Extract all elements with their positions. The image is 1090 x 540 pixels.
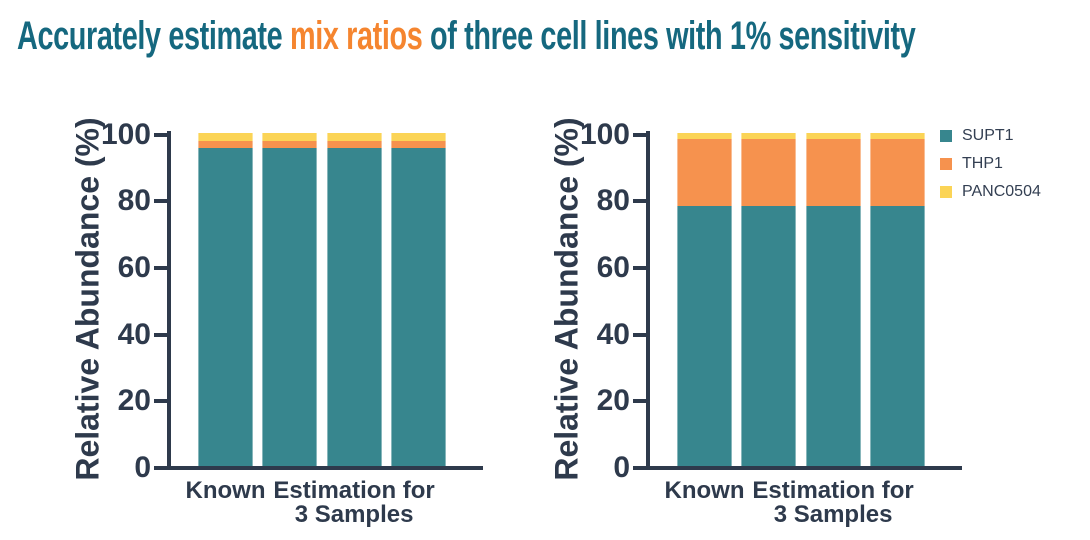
y-tick-label: 0 bbox=[613, 451, 630, 484]
y-tick-label: 100 bbox=[100, 117, 151, 151]
bar-segment-thp1 bbox=[805, 139, 861, 207]
y-tick bbox=[633, 399, 646, 404]
bar-segment-panc0504 bbox=[869, 132, 925, 140]
legend-item: PANC0504 bbox=[940, 184, 1041, 200]
y-tick bbox=[633, 132, 646, 137]
y-axis-line bbox=[646, 131, 650, 470]
bar-segment-supt1 bbox=[677, 206, 732, 466]
y-tick bbox=[633, 266, 646, 271]
bar-segment-thp1 bbox=[390, 141, 446, 148]
x-category-label: Known bbox=[664, 477, 745, 504]
bar-segment-panc0504 bbox=[741, 132, 797, 140]
y-tick bbox=[154, 199, 167, 204]
bar-segment-thp1 bbox=[869, 139, 925, 207]
y-tick-label: 80 bbox=[596, 184, 630, 218]
y-tick bbox=[154, 266, 167, 271]
y-tick-label: 20 bbox=[117, 384, 151, 418]
y-tick-label: 0 bbox=[134, 451, 151, 484]
x-axis-line bbox=[646, 466, 962, 470]
x-category-label: Estimation for 3 Samples bbox=[273, 477, 435, 528]
legend-item: THP1 bbox=[940, 156, 1003, 172]
y-tick bbox=[633, 199, 646, 204]
y-axis-title: Relative Abundance (%) bbox=[548, 117, 585, 481]
title-highlight: mix ratios bbox=[289, 14, 423, 58]
legend-label: SUPT1 bbox=[962, 127, 1014, 144]
y-tick bbox=[154, 132, 167, 137]
y-tick-label: 20 bbox=[596, 384, 630, 418]
bar-segment-thp1 bbox=[198, 141, 253, 148]
bar-segment-panc0504 bbox=[805, 132, 861, 140]
bar-segment-supt1 bbox=[198, 147, 253, 466]
x-axis-line bbox=[167, 466, 483, 470]
title-text-tail: of three cell lines with 1% sensitivity bbox=[422, 14, 916, 58]
y-axis-title: Relative Abundance (%) bbox=[69, 117, 106, 481]
legend-swatch-panc0504 bbox=[940, 186, 952, 198]
bar-segment-panc0504 bbox=[390, 132, 446, 142]
legend-swatch-supt1 bbox=[940, 130, 952, 142]
legend-swatch-thp1 bbox=[940, 158, 952, 170]
legend-label: PANC0504 bbox=[962, 183, 1041, 200]
bar-segment-supt1 bbox=[262, 147, 318, 466]
y-tick-label: 60 bbox=[117, 251, 151, 285]
bar-segment-thp1 bbox=[326, 141, 382, 148]
bar-segment-panc0504 bbox=[677, 132, 732, 140]
y-axis-line bbox=[167, 131, 171, 470]
y-tick-label: 60 bbox=[596, 251, 630, 285]
bar-segment-panc0504 bbox=[198, 132, 253, 142]
legend-label: THP1 bbox=[962, 155, 1003, 172]
title-text-lead: Accurately estimate bbox=[17, 14, 290, 58]
y-tick bbox=[154, 466, 167, 470]
y-tick bbox=[154, 332, 167, 337]
bar-segment-supt1 bbox=[805, 206, 861, 466]
legend-item: SUPT1 bbox=[940, 128, 1014, 144]
x-category-label: Estimation for 3 Samples bbox=[752, 477, 914, 528]
bar-segment-panc0504 bbox=[262, 132, 318, 142]
bar-segment-thp1 bbox=[741, 139, 797, 207]
y-tick-label: 80 bbox=[117, 184, 151, 218]
bar-segment-thp1 bbox=[262, 141, 318, 148]
bar-segment-supt1 bbox=[390, 147, 446, 466]
y-tick bbox=[633, 332, 646, 337]
y-tick-label: 40 bbox=[117, 317, 151, 351]
y-tick bbox=[154, 399, 167, 404]
y-tick-label: 40 bbox=[596, 317, 630, 351]
bar-segment-supt1 bbox=[741, 206, 797, 466]
slide-title: Accurately estimate mix ratios of three … bbox=[17, 14, 916, 58]
legend: SUPT1 THP1 PANC0504 bbox=[940, 128, 1080, 218]
bar-segment-panc0504 bbox=[326, 132, 382, 142]
x-category-label: Known bbox=[185, 477, 266, 504]
y-tick-label: 100 bbox=[579, 117, 630, 151]
bar-segment-thp1 bbox=[677, 139, 732, 207]
bar-segment-supt1 bbox=[326, 147, 382, 466]
y-tick bbox=[633, 466, 646, 470]
bar-segment-supt1 bbox=[869, 206, 925, 466]
